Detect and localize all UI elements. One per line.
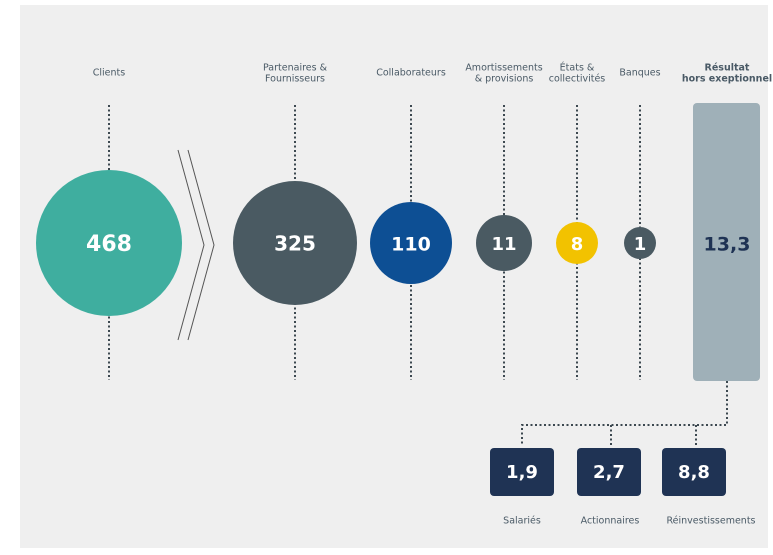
node-label: Clients [93, 68, 126, 79]
node-circle [624, 227, 656, 259]
node-label: Fournisseurs [265, 74, 325, 85]
node-label: Banques [619, 68, 660, 79]
node-label: Collaborateurs [376, 68, 446, 79]
share-box [662, 448, 726, 496]
node-label: Partenaires & [263, 63, 328, 74]
node-circle [370, 202, 452, 284]
share-label: Salariés [503, 516, 541, 527]
chevrons [177, 149, 215, 341]
node-label: & provisions [475, 74, 534, 85]
node-value: 1 [634, 234, 647, 255]
node-value: 325 [274, 232, 316, 256]
node-label: Amortissements [465, 63, 542, 74]
result-value: 13,3 [704, 234, 751, 256]
share-value: 8,8 [678, 462, 710, 483]
connector [521, 381, 728, 445]
node-label: États & [560, 62, 595, 74]
node-value: 110 [391, 234, 431, 256]
node-circle [233, 181, 357, 305]
share-value: 2,7 [593, 462, 625, 483]
share-label: Actionnaires [581, 516, 640, 527]
share-box [490, 448, 554, 496]
node-circle [556, 222, 598, 264]
result-box [693, 103, 760, 381]
share-box [577, 448, 641, 496]
node-value: 8 [571, 234, 584, 255]
node-circle [36, 170, 182, 316]
share-value: 1,9 [506, 462, 538, 483]
node-circle [476, 215, 532, 271]
share-label: Réinvestissements [667, 516, 756, 527]
node-label: Résultat [705, 63, 750, 74]
node-value: 468 [86, 232, 132, 257]
node-label: hors exeptionnel [682, 74, 772, 85]
node-value: 11 [491, 234, 516, 255]
node-label: collectivités [549, 74, 606, 85]
